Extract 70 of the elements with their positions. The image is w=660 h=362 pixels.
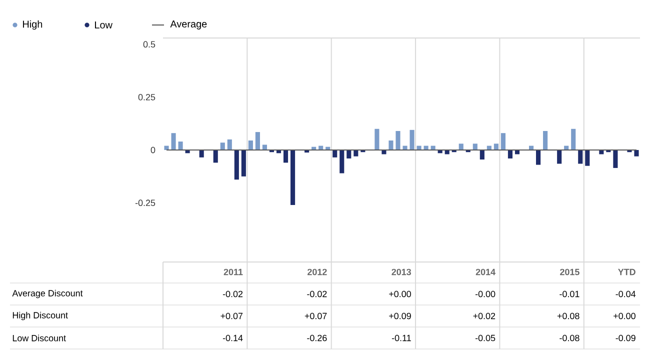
text: 2015 [560,268,580,276]
bar [283,150,288,163]
bar [248,140,253,150]
bar [213,150,218,163]
text: 2014 [476,268,496,276]
text: -0.00 [475,290,496,298]
legend-label: High [23,20,42,30]
text: -0.01 [560,290,580,298]
legend-label: Average [170,20,207,30]
text: -0.14 [222,334,243,342]
bar [220,142,225,150]
text: -0.02 [307,290,327,298]
bar [262,144,267,150]
bar [634,150,639,156]
bar [578,150,583,164]
text: Low Discount [12,334,66,342]
bar [613,150,618,168]
bar [178,142,183,150]
text: -0.04 [616,290,636,298]
text: -0.05 [475,334,496,342]
text: +0.02 [473,312,496,320]
text: 2011 [224,268,243,276]
bar [374,128,380,150]
bar [571,128,576,150]
text: +0.00 [614,312,636,320]
bar [227,139,232,150]
text: 2012 [308,268,327,276]
bar [480,150,484,160]
bar [494,144,498,150]
bar [354,150,358,156]
bar [396,130,400,150]
bar [543,130,548,150]
bar [346,150,352,158]
text: +0.09 [389,312,411,320]
bar [164,146,169,150]
text: YTD [618,268,636,276]
legend-label: Low [95,22,112,28]
text: -0.11 [392,334,411,342]
bar [410,130,414,150]
text: -0.26 [307,334,327,342]
bar [255,132,260,150]
text: 2013 [392,268,411,276]
bar [557,150,562,164]
text: +0.00 [389,290,411,298]
bar [388,140,394,150]
text: +0.08 [557,312,580,320]
bar [332,150,338,158]
text: +0.07 [220,312,243,320]
y-tick-label: 0.5 [143,41,156,48]
bar [472,144,478,150]
text: Average Discount [12,290,83,298]
text: -0.08 [560,334,580,342]
text: +0.07 [304,312,327,320]
bar [241,150,246,176]
bar [340,150,344,174]
bar [171,133,176,150]
bar [199,150,204,158]
bar [508,150,513,158]
bar [458,144,464,150]
bar [536,150,541,165]
y-tick-label: 0.25 [138,94,156,100]
y-tick-label: 0 [150,146,156,154]
bar [290,150,296,205]
bar [234,150,239,180]
bar [500,133,506,150]
bar [585,150,590,166]
y-tick-label: -0.25 [135,200,156,206]
text: -0.09 [616,334,636,342]
text: High Discount [12,312,68,320]
text: -0.02 [222,290,243,298]
